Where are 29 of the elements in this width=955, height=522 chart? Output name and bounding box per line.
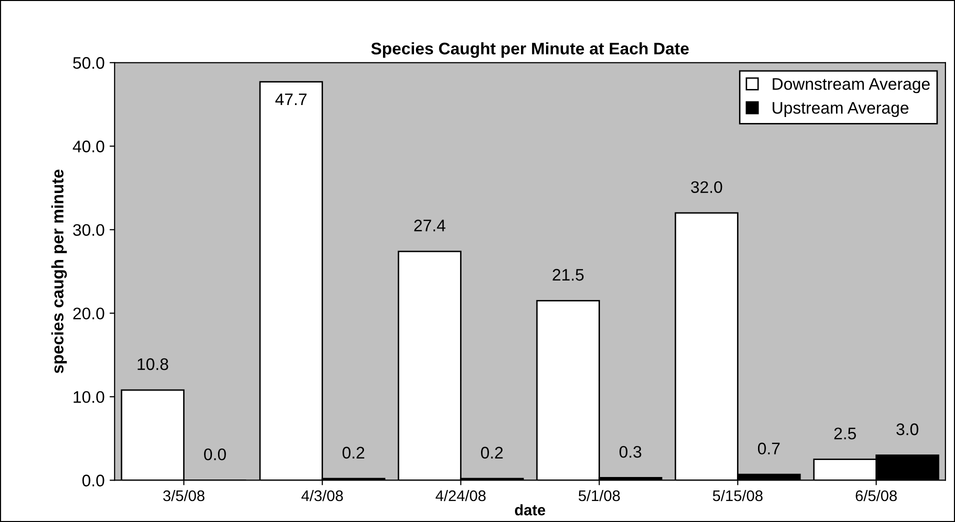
y-tick-label: 50.0: [73, 57, 104, 69]
chart-title: Species Caught per Minute at Each Date: [371, 42, 689, 58]
data-label: 0.2: [481, 446, 503, 459]
data-label: 0.3: [619, 446, 642, 458]
x-axis-title: date: [514, 504, 546, 516]
data-label: 10.8: [138, 358, 168, 370]
x-tick-label: 6/5/08: [856, 490, 897, 502]
y-tick-label: 10.0: [74, 391, 104, 403]
y-tick-label: 30.0: [73, 224, 104, 236]
data-label: 27.4: [414, 220, 446, 232]
data-label: 21.5: [552, 268, 584, 281]
x-tick-label: 5/15/08: [712, 490, 763, 502]
data-label: 0.2: [342, 446, 364, 459]
y-tick-label: 40.0: [72, 140, 104, 152]
y-tick-label: 0.0: [82, 474, 104, 486]
data-label: 32.0: [691, 181, 722, 194]
x-tick-label: 3/5/08: [163, 490, 204, 502]
data-label: 47.7: [275, 94, 307, 106]
legend-label: Downstream Average: [772, 78, 930, 94]
data-label: 2.5: [834, 428, 856, 440]
x-tick-label: 4/3/08: [301, 490, 343, 502]
data-label: 3.0: [896, 423, 918, 436]
data-label: 0.0: [204, 448, 226, 460]
data-label: 0.7: [758, 442, 780, 454]
y-tick-label: 20.0: [73, 308, 104, 320]
y-axis-title: species caugh per minute: [51, 170, 67, 374]
x-tick-label: 4/24/08: [436, 490, 486, 502]
x-tick-label: 5/1/08: [578, 490, 620, 502]
legend-label: Upstream Average: [772, 102, 908, 118]
